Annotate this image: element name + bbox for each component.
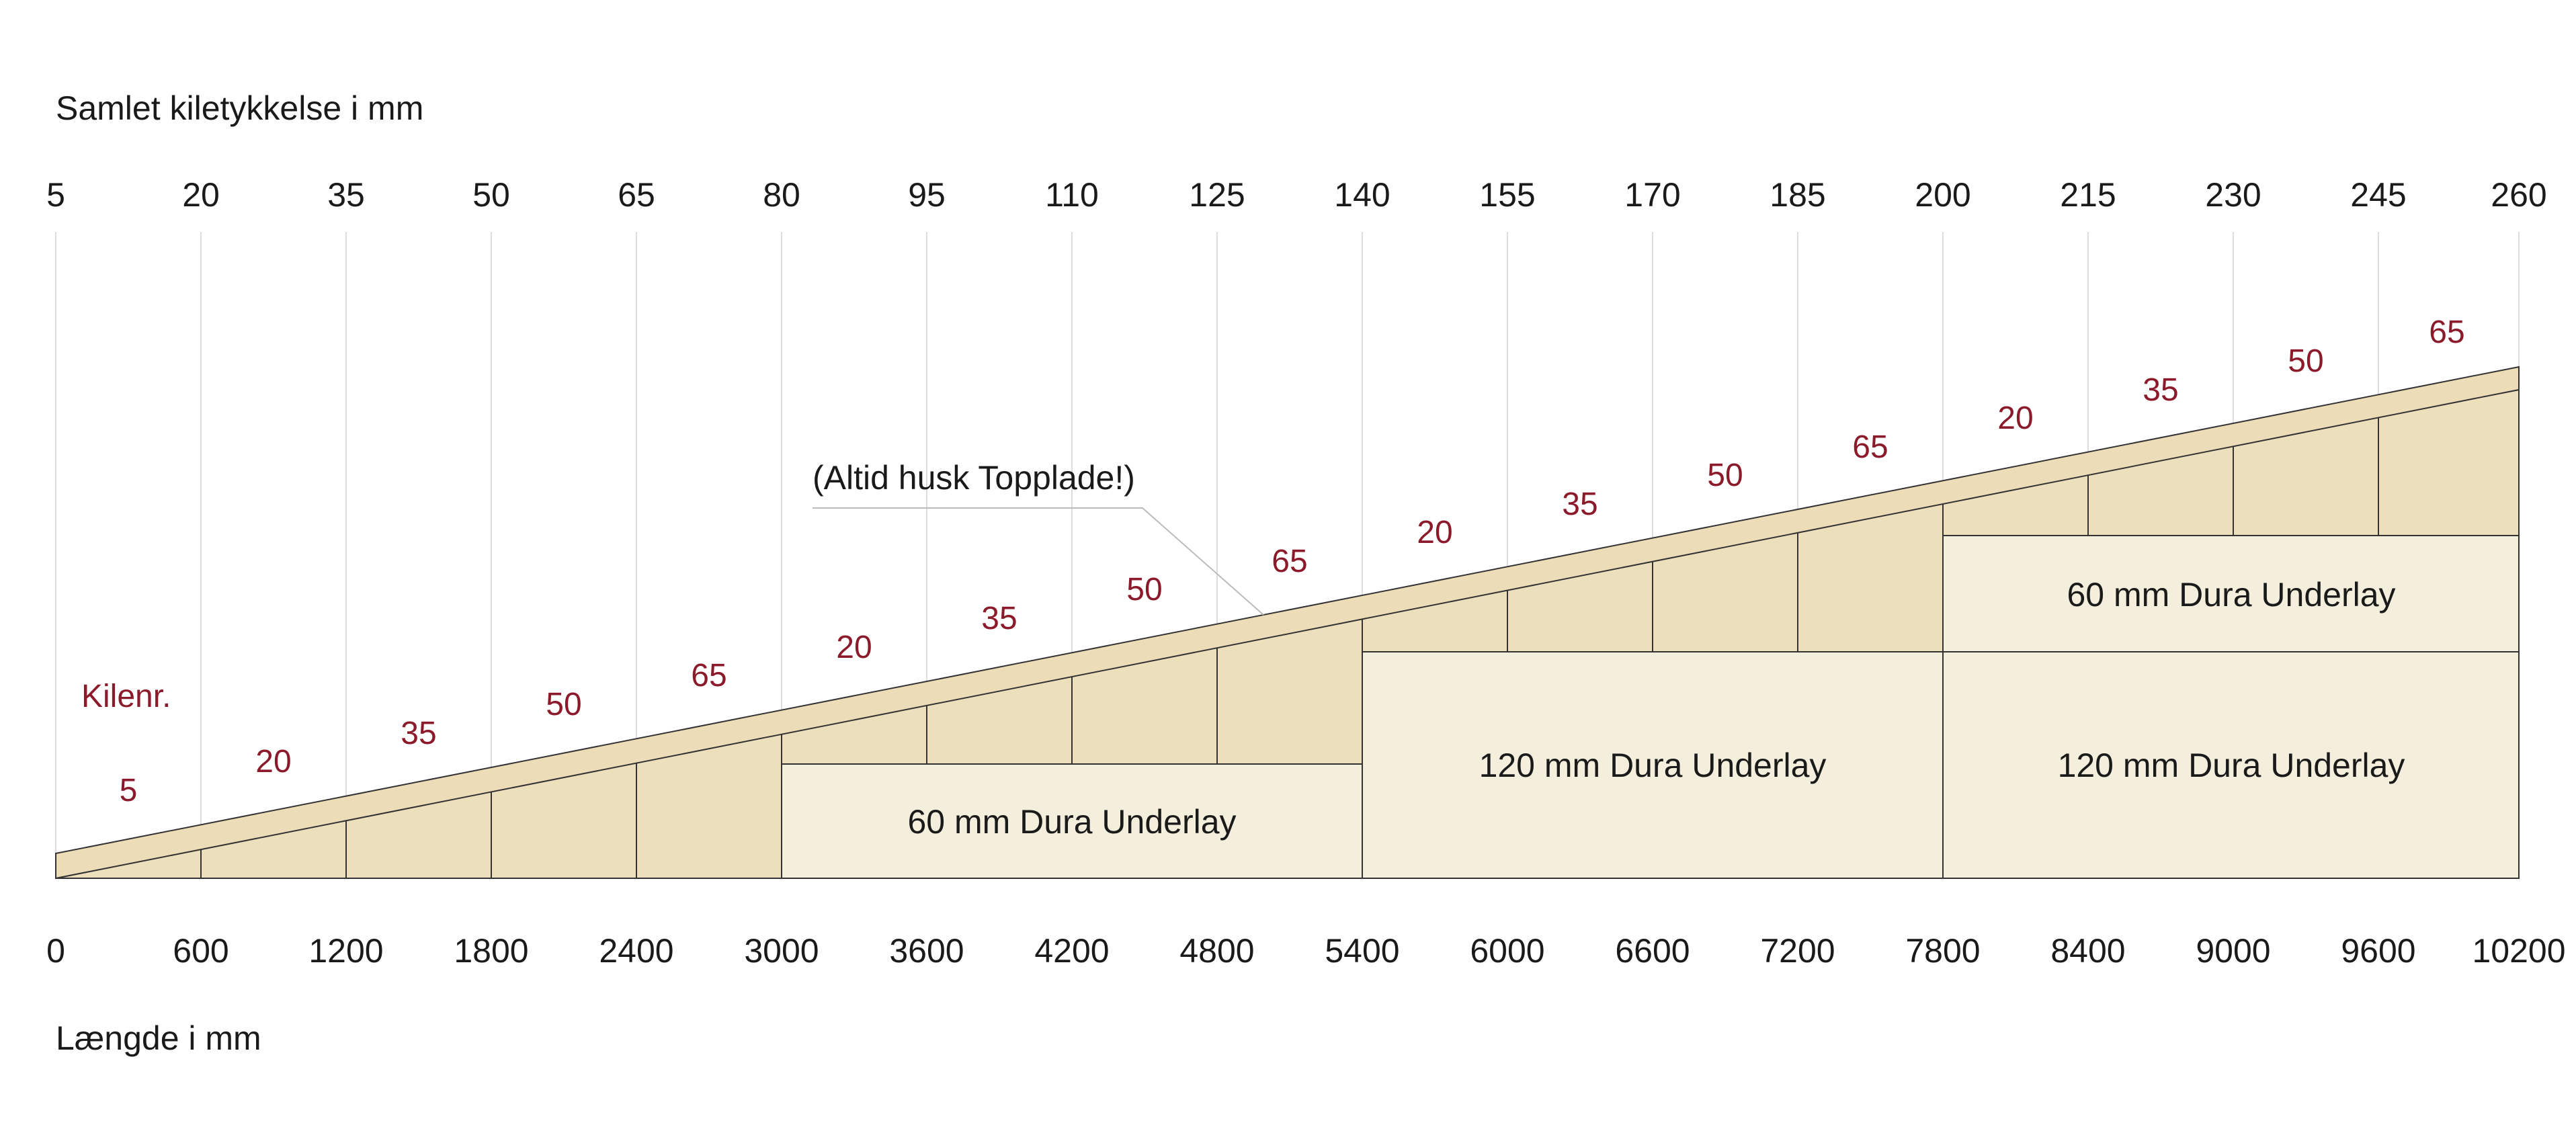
wedge-pieces: [55, 388, 2520, 879]
top-tick-label: 110: [1045, 176, 1099, 214]
wedge-number: 50: [1126, 572, 1162, 607]
top-axis-title: Samlet kiletykkelse i mm: [56, 89, 423, 127]
wedge-number: 50: [546, 687, 581, 722]
bottom-tick-label: 3000: [744, 932, 819, 970]
bottom-tick-labels: 0 600 1200 1800 2400 3000 3600 4200 4800…: [46, 932, 2565, 970]
bottom-tick-label: 1800: [454, 932, 528, 970]
top-tick-label: 20: [182, 176, 220, 214]
bottom-tick-label: 7800: [1905, 932, 1980, 970]
top-tick-label: 215: [2060, 176, 2116, 214]
underlay-label: 60 mm Dura Underlay: [2067, 576, 2395, 614]
bottom-tick-label: 6000: [1470, 932, 1544, 970]
top-tick-labels: 5 20 35 50 65 80 95 110 125 140 155 170 …: [46, 176, 2547, 214]
top-tick-label: 260: [2491, 176, 2546, 214]
top-tick-label: 65: [618, 176, 655, 214]
underlay-label: 120 mm Dura Underlay: [2058, 747, 2405, 784]
wedge-number: 35: [1562, 487, 1597, 522]
wedge-number: 5: [120, 773, 138, 808]
wedge-number: 65: [1852, 429, 1888, 465]
bottom-tick-label: 5400: [1325, 932, 1399, 970]
wedge-numbers: 5 20 35 50 65 20 35 50 65 20 35 50 65 20…: [120, 314, 2465, 808]
bottom-tick-label: 9000: [2196, 932, 2270, 970]
top-tick-label: 5: [46, 176, 65, 214]
bottom-tick-label: 9600: [2341, 932, 2415, 970]
top-tick-label: 185: [1770, 176, 1825, 214]
wedge-number: 20: [1997, 400, 2033, 436]
top-tick-label: 35: [327, 176, 365, 214]
bottom-tick-label: 3600: [889, 932, 964, 970]
wedge-number: 35: [981, 601, 1017, 636]
top-tick-label: 155: [1479, 176, 1535, 214]
bottom-tick-label: 7200: [1760, 932, 1835, 970]
wedge-number: 20: [255, 744, 291, 779]
underlay-label: 60 mm Dura Underlay: [907, 803, 1236, 841]
top-tick-label: 170: [1624, 176, 1680, 214]
wedge-number: 20: [836, 630, 872, 665]
bottom-tick-label: 0: [46, 932, 65, 970]
bottom-tick-label: 4200: [1034, 932, 1109, 970]
bottom-tick-label: 6600: [1615, 932, 1690, 970]
wedge-number: 65: [2429, 314, 2464, 350]
bottom-tick-label: 2400: [599, 932, 673, 970]
wedge-column-title: Kilenr.: [81, 679, 171, 714]
underlay-blocks: [781, 535, 2520, 879]
underlay-block-120-a: [1362, 651, 1944, 879]
top-tick-label: 200: [1915, 176, 1970, 214]
top-plate-note: (Altid husk Topplade!): [813, 459, 1135, 497]
wedge-number: 35: [2143, 372, 2178, 408]
underlay-block-120-b: [1942, 651, 2520, 879]
bottom-tick-label: 8400: [2050, 932, 2125, 970]
bottom-tick-label: 10200: [2472, 932, 2565, 970]
wedge-number: 65: [1272, 544, 1307, 579]
top-tick-label: 95: [908, 176, 946, 214]
note-leader-line: [813, 507, 1264, 616]
top-tick-label: 230: [2205, 176, 2261, 214]
bottom-axis-title: Længde i mm: [56, 1019, 261, 1057]
top-tick-label: 80: [763, 176, 800, 214]
wedge-number: 50: [1707, 458, 1743, 493]
bottom-tick-label: 4800: [1179, 932, 1254, 970]
top-tick-label: 245: [2350, 176, 2406, 214]
top-tick-label: 125: [1189, 176, 1245, 214]
top-plate: [55, 366, 2520, 880]
wedge-number: 20: [1417, 515, 1452, 550]
underlay-labels: 60 mm Dura Underlay 120 mm Dura Underlay…: [907, 576, 2405, 841]
top-tick-label: 50: [472, 176, 510, 214]
wedge-number: 35: [401, 716, 436, 751]
wedge-number: 50: [2288, 343, 2323, 379]
top-tick-label: 140: [1334, 176, 1390, 214]
bottom-tick-label: 600: [173, 932, 228, 970]
underlay-label: 120 mm Dura Underlay: [1479, 747, 1827, 784]
wedge-number: 65: [691, 658, 726, 693]
bottom-tick-label: 1200: [308, 932, 383, 970]
